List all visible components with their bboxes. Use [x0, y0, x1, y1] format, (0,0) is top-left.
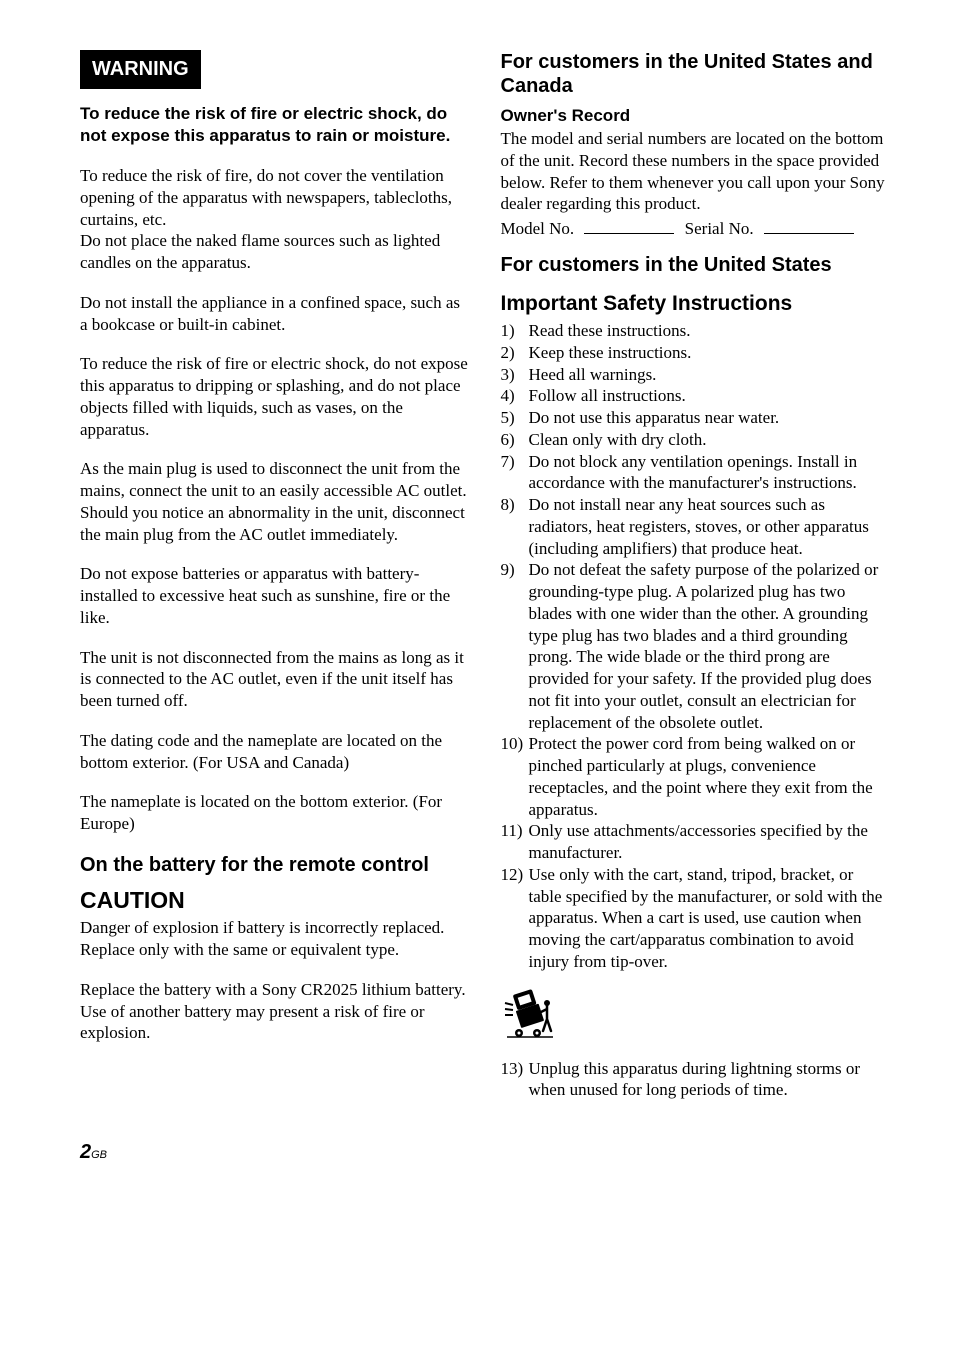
page-number: 2: [80, 1141, 91, 1163]
para-confined: Do not install the appliance in a confin…: [80, 292, 469, 336]
safety-item: Read these instructions.: [501, 320, 890, 342]
warning-badge: WARNING: [80, 50, 201, 89]
heading-us: For customers in the United States: [501, 253, 890, 277]
owners-record-heading: Owner's Record: [501, 106, 890, 126]
para-mainplug: As the main plug is used to disconnect t…: [80, 458, 469, 545]
safety-item: Do not block any ventilation openings. I…: [501, 451, 890, 495]
safety-list: Read these instructions. Keep these inst…: [501, 320, 890, 973]
para-nameplate-eu: The nameplate is located on the bottom e…: [80, 791, 469, 835]
safety-item: Heed all warnings.: [501, 364, 890, 386]
para-flame: Do not place the naked flame sources suc…: [80, 230, 469, 274]
right-column: For customers in the United States and C…: [501, 50, 890, 1101]
left-column: WARNING To reduce the risk of fire or el…: [80, 50, 469, 1101]
para-mains: The unit is not disconnected from the ma…: [80, 647, 469, 712]
para-drip: To reduce the risk of fire or electric s…: [80, 353, 469, 440]
caution-cr2025: Replace the battery with a Sony CR2025 l…: [80, 979, 469, 1001]
para-nameplate-usa: The dating code and the nameplate are lo…: [80, 730, 469, 774]
para-vent: To reduce the risk of fire, do not cover…: [80, 165, 469, 230]
model-serial-line: Model No. Serial No.: [501, 219, 890, 239]
safety-item: Do not defeat the safety purpose of the …: [501, 559, 890, 733]
para-batteries-heat: Do not expose batteries or apparatus wit…: [80, 563, 469, 628]
caution-explosion: Danger of explosion if battery is incorr…: [80, 917, 469, 961]
page-footer: 2GB: [0, 1141, 954, 1204]
cart-tip-over-icon: [501, 985, 890, 1046]
heading-caution: CAUTION: [80, 887, 469, 913]
lang-code: GB: [91, 1149, 107, 1161]
page-content: WARNING To reduce the risk of fire or el…: [0, 0, 954, 1141]
safety-item: Clean only with dry cloth.: [501, 429, 890, 451]
model-no-field[interactable]: [584, 233, 674, 234]
heading-us-canada: For customers in the United States and C…: [501, 50, 890, 98]
safety-list-cont: Unplug this apparatus during lightning s…: [501, 1058, 890, 1102]
caution-other-battery: Use of another battery may present a ris…: [80, 1001, 469, 1045]
safety-item: Unplug this apparatus during lightning s…: [501, 1058, 890, 1102]
safety-item: Protect the power cord from being walked…: [501, 733, 890, 820]
safety-item: Keep these instructions.: [501, 342, 890, 364]
warning-lead: To reduce the risk of fire or electric s…: [80, 103, 469, 147]
safety-item: Only use attachments/accessories specifi…: [501, 820, 890, 864]
heading-safety: Important Safety Instructions: [501, 291, 890, 316]
serial-no-label: Serial No.: [685, 219, 754, 238]
serial-no-field[interactable]: [764, 233, 854, 234]
model-no-label: Model No.: [501, 219, 575, 238]
safety-item: Do not install near any heat sources suc…: [501, 494, 890, 559]
owners-record-text: The model and serial numbers are located…: [501, 128, 890, 215]
safety-item: Do not use this apparatus near water.: [501, 407, 890, 429]
safety-item: Use only with the cart, stand, tripod, b…: [501, 864, 890, 973]
safety-item: Follow all instructions.: [501, 385, 890, 407]
heading-battery-remote: On the battery for the remote control: [80, 853, 469, 877]
